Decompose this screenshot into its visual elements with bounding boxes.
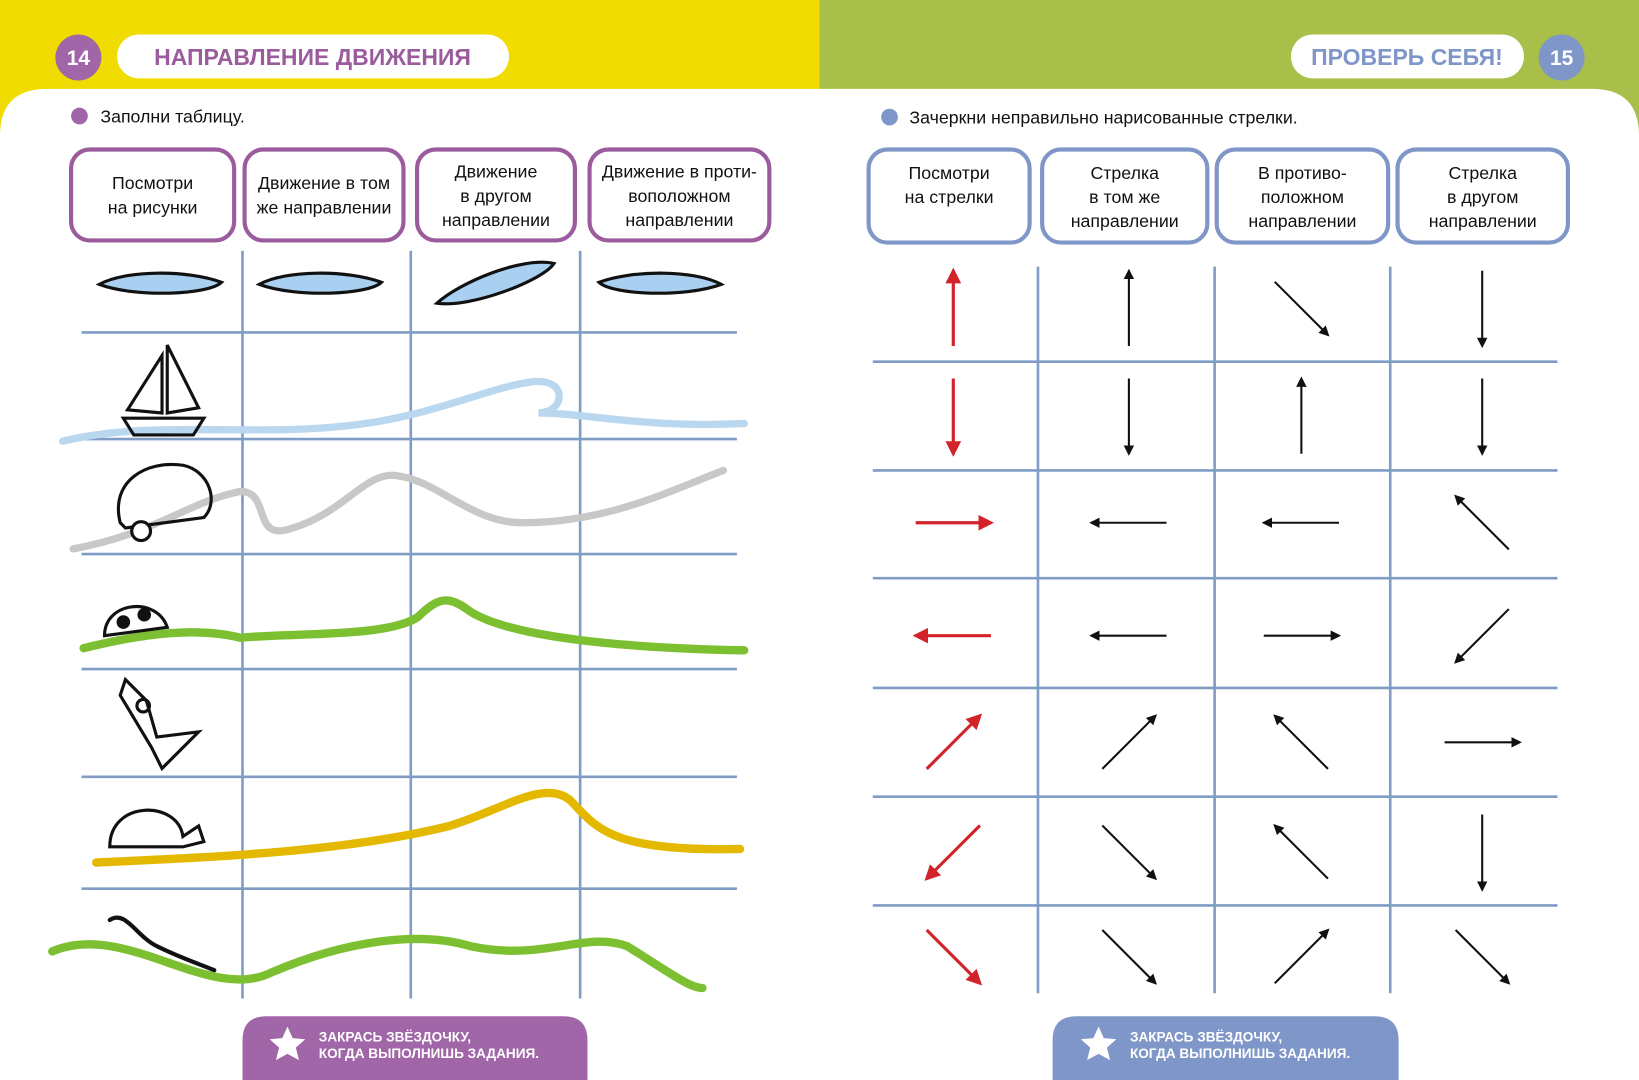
title-pill: [117, 34, 510, 79]
column-header-text: направлении: [1248, 211, 1356, 231]
title-pill: [1290, 34, 1525, 79]
arrow: [1454, 929, 1511, 985]
column-header-text: Движение: [455, 162, 538, 182]
column-header-text: же направлении: [257, 197, 392, 217]
column-header-text: в том же: [1089, 187, 1160, 207]
column-header-text: Посмотри: [909, 163, 990, 183]
column-header-box: [587, 147, 772, 243]
star-icon: [269, 1026, 306, 1061]
column-header-text: направлении: [1429, 211, 1537, 231]
arrow: [1454, 494, 1510, 551]
footer-text: КОГДА ВЫПОЛНИШЬ ЗАДАНИЯ.: [319, 1046, 539, 1061]
arrow: [925, 928, 983, 986]
column-header-text: Посмотри: [112, 173, 193, 193]
arrow: [1454, 608, 1510, 664]
column-header-text: Стрелка: [1090, 163, 1159, 183]
column-header-text: Движение в проти-: [602, 162, 757, 182]
column-header-box: [1214, 147, 1391, 245]
column-header-text: Движение в том: [258, 173, 390, 193]
page-body-fill: [0, 133, 1639, 1080]
column-header-text: направлении: [625, 210, 733, 230]
column-header-text: на стрелки: [905, 187, 994, 207]
column-header-text: в другом: [460, 186, 531, 206]
column-header-box: [866, 147, 1032, 245]
right-grid: [872, 266, 1558, 994]
arrow: [1274, 928, 1330, 984]
column-header-box: [242, 147, 406, 243]
instruction: Заполни таблицу.: [100, 106, 244, 126]
arrow: [1274, 281, 1330, 337]
illustrations: [48, 260, 749, 993]
footer-text: ЗАКРАСЬ ЗВЁЗДОЧКУ,: [1130, 1029, 1282, 1044]
column-header-text: В противо-: [1258, 163, 1347, 183]
footer-text: ЗАКРАСЬ ЗВЁЗДОЧКУ,: [319, 1029, 471, 1044]
page-number: 15: [1550, 47, 1574, 70]
page-number: 14: [67, 47, 91, 70]
bullet: [71, 107, 88, 125]
column-header-text: в другом: [1447, 187, 1518, 207]
column-header-box: [1040, 147, 1210, 245]
column-header-box: [414, 147, 577, 243]
arrow: [1273, 714, 1329, 770]
column-header-text: направлении: [1071, 211, 1179, 231]
arrow: [1101, 824, 1157, 881]
page-title: ПРОВЕРЬ СЕБЯ!: [1311, 44, 1503, 70]
arrow: [925, 713, 983, 771]
star-icon: [1080, 1026, 1117, 1061]
instruction: Зачеркни неправильно нарисованные стрелк…: [909, 107, 1297, 127]
column-header-text: направлении: [442, 210, 550, 230]
bullet: [881, 108, 898, 126]
column-header-text: на рисунки: [108, 197, 198, 217]
headers: Посмотри на рисунки Движение в том же напра…: [68, 147, 1571, 245]
footer-banner: [242, 1016, 588, 1080]
arrow: [1101, 929, 1157, 985]
arrows: [912, 267, 1522, 986]
footer-banner: [1052, 1016, 1399, 1080]
column-header-text: Стрелка: [1448, 163, 1517, 183]
column-header-text: воположном: [628, 186, 730, 206]
column-header-text: положном: [1261, 187, 1344, 207]
column-header-box: [1395, 147, 1571, 245]
column-header-box: [68, 147, 237, 243]
arrow: [924, 824, 982, 881]
arrow: [1273, 823, 1329, 880]
page-title: НАПРАВЛЕНИЕ ДВИЖЕНИЯ: [154, 44, 471, 70]
arrow: [1101, 714, 1157, 770]
page-number-badge: [1538, 34, 1585, 81]
page-number-badge: [55, 34, 102, 81]
footer-text: КОГДА ВЫПОЛНИШЬ ЗАДАНИЯ.: [1130, 1046, 1350, 1061]
left-grid: [81, 250, 737, 999]
